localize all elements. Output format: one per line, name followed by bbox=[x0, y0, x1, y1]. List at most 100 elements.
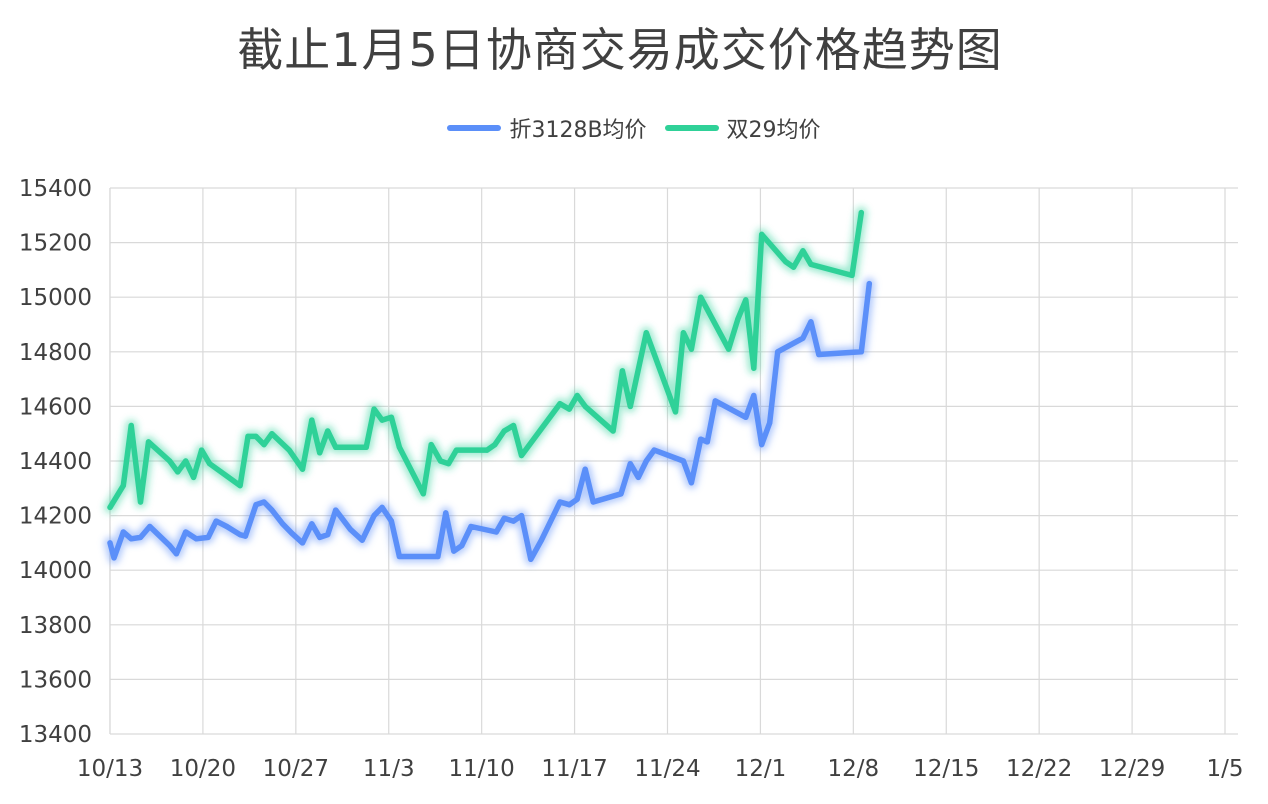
series-2-point[interactable] bbox=[751, 365, 757, 371]
series-2-point[interactable] bbox=[808, 261, 814, 267]
series-2-point[interactable] bbox=[783, 259, 789, 265]
series-1-point[interactable] bbox=[574, 496, 580, 502]
series-2-point[interactable] bbox=[574, 392, 580, 399]
series-1-point[interactable] bbox=[468, 523, 474, 530]
series-1-point[interactable] bbox=[213, 518, 219, 524]
series-2-point[interactable] bbox=[566, 406, 572, 412]
series-1-point[interactable] bbox=[253, 502, 259, 508]
series-2-point[interactable] bbox=[371, 406, 377, 412]
series-2-point[interactable] bbox=[800, 248, 806, 254]
series-1-point[interactable] bbox=[371, 513, 377, 519]
series-2-point[interactable] bbox=[428, 442, 434, 448]
series-2-point[interactable] bbox=[261, 442, 267, 448]
series-2-point[interactable] bbox=[743, 297, 749, 303]
series-2-point[interactable] bbox=[396, 444, 402, 450]
series-2-point[interactable] bbox=[610, 428, 616, 434]
series-1-point[interactable] bbox=[751, 392, 757, 399]
series-2-point[interactable] bbox=[245, 433, 251, 439]
series-2-point[interactable] bbox=[317, 450, 323, 456]
series-1-point[interactable] bbox=[347, 526, 353, 532]
series-1-point[interactable] bbox=[688, 480, 695, 486]
series-1-point[interactable] bbox=[128, 536, 134, 542]
series-1-point[interactable] bbox=[528, 556, 534, 562]
series-2-point[interactable] bbox=[791, 264, 797, 270]
series-1-point[interactable] bbox=[280, 521, 286, 527]
series-2-point[interactable] bbox=[735, 316, 741, 322]
series-2-point[interactable] bbox=[445, 461, 452, 467]
series-2-point[interactable] bbox=[299, 466, 306, 472]
series-2-point[interactable] bbox=[484, 447, 490, 453]
series-1-point[interactable] bbox=[538, 537, 545, 543]
series-2-point[interactable] bbox=[492, 442, 498, 448]
series-2-point[interactable] bbox=[437, 458, 444, 464]
series-1-point[interactable] bbox=[242, 533, 248, 539]
series-1-point[interactable] bbox=[443, 510, 449, 516]
series-1-point[interactable] bbox=[808, 319, 814, 325]
series-2-point[interactable] bbox=[237, 483, 243, 489]
series-1-point[interactable] bbox=[379, 504, 385, 510]
series-2-point[interactable] bbox=[191, 474, 197, 480]
series-2-point[interactable] bbox=[627, 403, 633, 409]
series-1-point[interactable] bbox=[173, 551, 179, 557]
series-2-point[interactable] bbox=[107, 504, 113, 510]
series-1-point[interactable] bbox=[743, 414, 749, 420]
series-2-point[interactable] bbox=[420, 491, 426, 497]
series-1-point[interactable] bbox=[501, 515, 507, 521]
series-2-point[interactable] bbox=[518, 452, 525, 459]
series-1-point[interactable] bbox=[224, 523, 230, 530]
series-2-point[interactable] bbox=[849, 272, 855, 278]
series-2-point[interactable] bbox=[379, 417, 385, 423]
series-1-point[interactable] bbox=[299, 540, 306, 546]
series-1-point[interactable] bbox=[858, 349, 864, 355]
series-2-point[interactable] bbox=[388, 414, 394, 420]
series-1-point[interactable] bbox=[582, 466, 588, 472]
series-2-point[interactable] bbox=[363, 444, 369, 450]
series-2-point[interactable] bbox=[501, 428, 507, 434]
series-1-point[interactable] bbox=[775, 349, 781, 355]
series-1-point[interactable] bbox=[317, 534, 323, 541]
series-2-point[interactable] bbox=[207, 461, 213, 467]
series-1-point[interactable] bbox=[183, 529, 189, 535]
series-1-point[interactable] bbox=[333, 507, 339, 513]
series-1-point[interactable] bbox=[269, 507, 275, 513]
series-2-point[interactable] bbox=[453, 447, 459, 453]
series-2-point[interactable] bbox=[309, 417, 315, 423]
series-1-point[interactable] bbox=[388, 518, 394, 524]
series-1-point[interactable] bbox=[618, 491, 624, 497]
series-2-point[interactable] bbox=[759, 231, 765, 237]
series-1-point[interactable] bbox=[651, 447, 657, 453]
series-1-point[interactable] bbox=[193, 536, 199, 542]
series-2-point[interactable] bbox=[120, 483, 126, 489]
series-2-point[interactable] bbox=[510, 422, 517, 429]
series-2-point[interactable] bbox=[269, 431, 275, 437]
series-1-point[interactable] bbox=[759, 442, 765, 448]
series-1-point[interactable] bbox=[396, 553, 402, 560]
series-1-point[interactable] bbox=[510, 518, 517, 524]
series-2-point[interactable] bbox=[643, 330, 649, 336]
series-1-point[interactable] bbox=[767, 420, 773, 426]
series-2-point[interactable] bbox=[582, 403, 588, 409]
series-1-point[interactable] bbox=[680, 458, 687, 464]
series-2-point[interactable] bbox=[619, 368, 626, 374]
series-1-point[interactable] bbox=[698, 436, 704, 442]
series-2-point[interactable] bbox=[145, 439, 152, 445]
series-1-point[interactable] bbox=[167, 543, 173, 549]
series-1-point[interactable] bbox=[261, 499, 267, 505]
series-1-point[interactable] bbox=[237, 532, 243, 538]
series-2-point[interactable] bbox=[137, 499, 144, 505]
series-2-point[interactable] bbox=[128, 422, 134, 429]
series-2-point[interactable] bbox=[688, 346, 695, 352]
series-1-point[interactable] bbox=[518, 513, 525, 519]
series-1-point[interactable] bbox=[866, 281, 872, 287]
series-1-point[interactable] bbox=[712, 398, 718, 404]
series-line-2[interactable] bbox=[107, 209, 865, 511]
series-2-point[interactable] bbox=[333, 444, 339, 450]
series-2-point[interactable] bbox=[325, 428, 331, 434]
series-1-point[interactable] bbox=[325, 532, 331, 538]
series-1-point[interactable] bbox=[309, 521, 315, 527]
series-1-point[interactable] bbox=[643, 458, 649, 464]
series-2-point[interactable] bbox=[286, 447, 292, 453]
series-1-point[interactable] bbox=[451, 548, 457, 554]
series-1-point[interactable] bbox=[566, 502, 572, 508]
series-1-point[interactable] bbox=[107, 540, 113, 546]
